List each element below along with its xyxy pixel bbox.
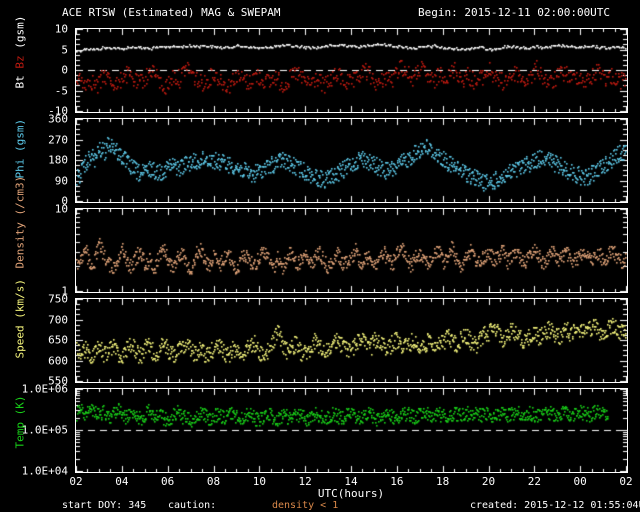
plot-canvas-speed: [76, 299, 627, 382]
ylabel-bt-bz: Bt Bz (gsm): [13, 15, 27, 88]
plot-canvas-bt-bz: [76, 29, 627, 112]
plot-canvas-density: [76, 209, 627, 292]
xtick-label: 02: [619, 475, 633, 488]
ytick-label: 10: [54, 202, 68, 216]
footer-created: created: 2015-12-12 01:55:04UTC: [470, 500, 640, 511]
ytick-label: 180: [48, 153, 68, 167]
xtick-label: 04: [115, 475, 129, 488]
xtick-label: 10: [252, 475, 266, 488]
footer-start-doy: start DOY: 345: [62, 500, 147, 511]
page-title: ACE RTSW (Estimated) MAG & SWEPAM: [62, 6, 281, 19]
ytick-label: 1.0E+04: [21, 464, 68, 478]
ytick-label: 650: [48, 333, 68, 347]
footer-caution-value: density < 1: [272, 500, 339, 511]
xtick-label: 14: [344, 475, 358, 488]
xtick-label: 08: [206, 475, 221, 488]
ytick-label: 600: [48, 354, 68, 367]
ytick-label: 90: [54, 174, 68, 187]
xtick-label: 12: [298, 475, 312, 488]
ylabel-phi: Phi (gsm): [13, 118, 27, 178]
ytick-label: -5: [54, 84, 68, 97]
ytick-group-speed: 750 700 650 600 550: [0, 293, 72, 388]
xtick-label: 20: [481, 475, 496, 488]
ytick-label: 5: [61, 43, 68, 56]
ytick-label: 360: [48, 112, 68, 126]
ylabel-part: Bz: [13, 48, 27, 69]
ytick-group-temp: 1.0E+06 1.0E+05 1.0E+04: [0, 383, 72, 478]
ytick-label: 10: [54, 22, 68, 36]
xtick-label: 16: [390, 475, 404, 488]
ytick-label: 1.0E+05: [21, 423, 68, 437]
panel-density[interactable]: [75, 208, 628, 293]
ylabel-temp: Temp (K): [13, 395, 27, 448]
ytick-group-density: 10 1: [0, 203, 72, 298]
ytick-label: 270: [48, 133, 68, 146]
xtick-label: 02: [69, 475, 83, 488]
xtick-label: 22: [527, 475, 541, 488]
plot-canvas-temp: [76, 389, 627, 472]
ytick-label: 750: [48, 292, 68, 306]
ytick-group-phi: 360 270 180 90 0: [0, 113, 72, 208]
xaxis-label: UTC(hours): [317, 487, 385, 500]
xtick-label: 00: [573, 475, 587, 488]
ytick-label: -10: [48, 104, 68, 118]
ylabel-speed: Speed (km/s): [13, 278, 27, 358]
ylabel-density: Density (/cm3): [13, 175, 27, 268]
panel-speed[interactable]: [75, 298, 628, 383]
ytick-label: 550: [48, 374, 68, 388]
panel-bt-bz[interactable]: [75, 28, 628, 113]
ytick-label: 0: [61, 63, 68, 77]
ytick-label: 1: [61, 284, 68, 298]
ylabel-part: (gsm): [13, 15, 27, 49]
ytick-label: 1.0E+06: [21, 382, 68, 396]
ylabel-part: Bt: [13, 68, 27, 88]
begin-timestamp: Begin: 2015-12-11 02:00:00UTC: [418, 6, 611, 19]
xtick-label: 06: [161, 475, 175, 488]
ytick-label: 0: [61, 194, 68, 208]
panel-phi[interactable]: [75, 118, 628, 203]
xtick-label: 18: [436, 475, 450, 488]
footer-caution-label: caution:: [168, 500, 217, 511]
panel-temp[interactable]: [75, 388, 628, 473]
ytick-label: 700: [48, 313, 68, 326]
ytick-group-bt-bz: 10 5 0 -5 -10: [0, 23, 72, 118]
plot-canvas-phi: [76, 119, 627, 202]
